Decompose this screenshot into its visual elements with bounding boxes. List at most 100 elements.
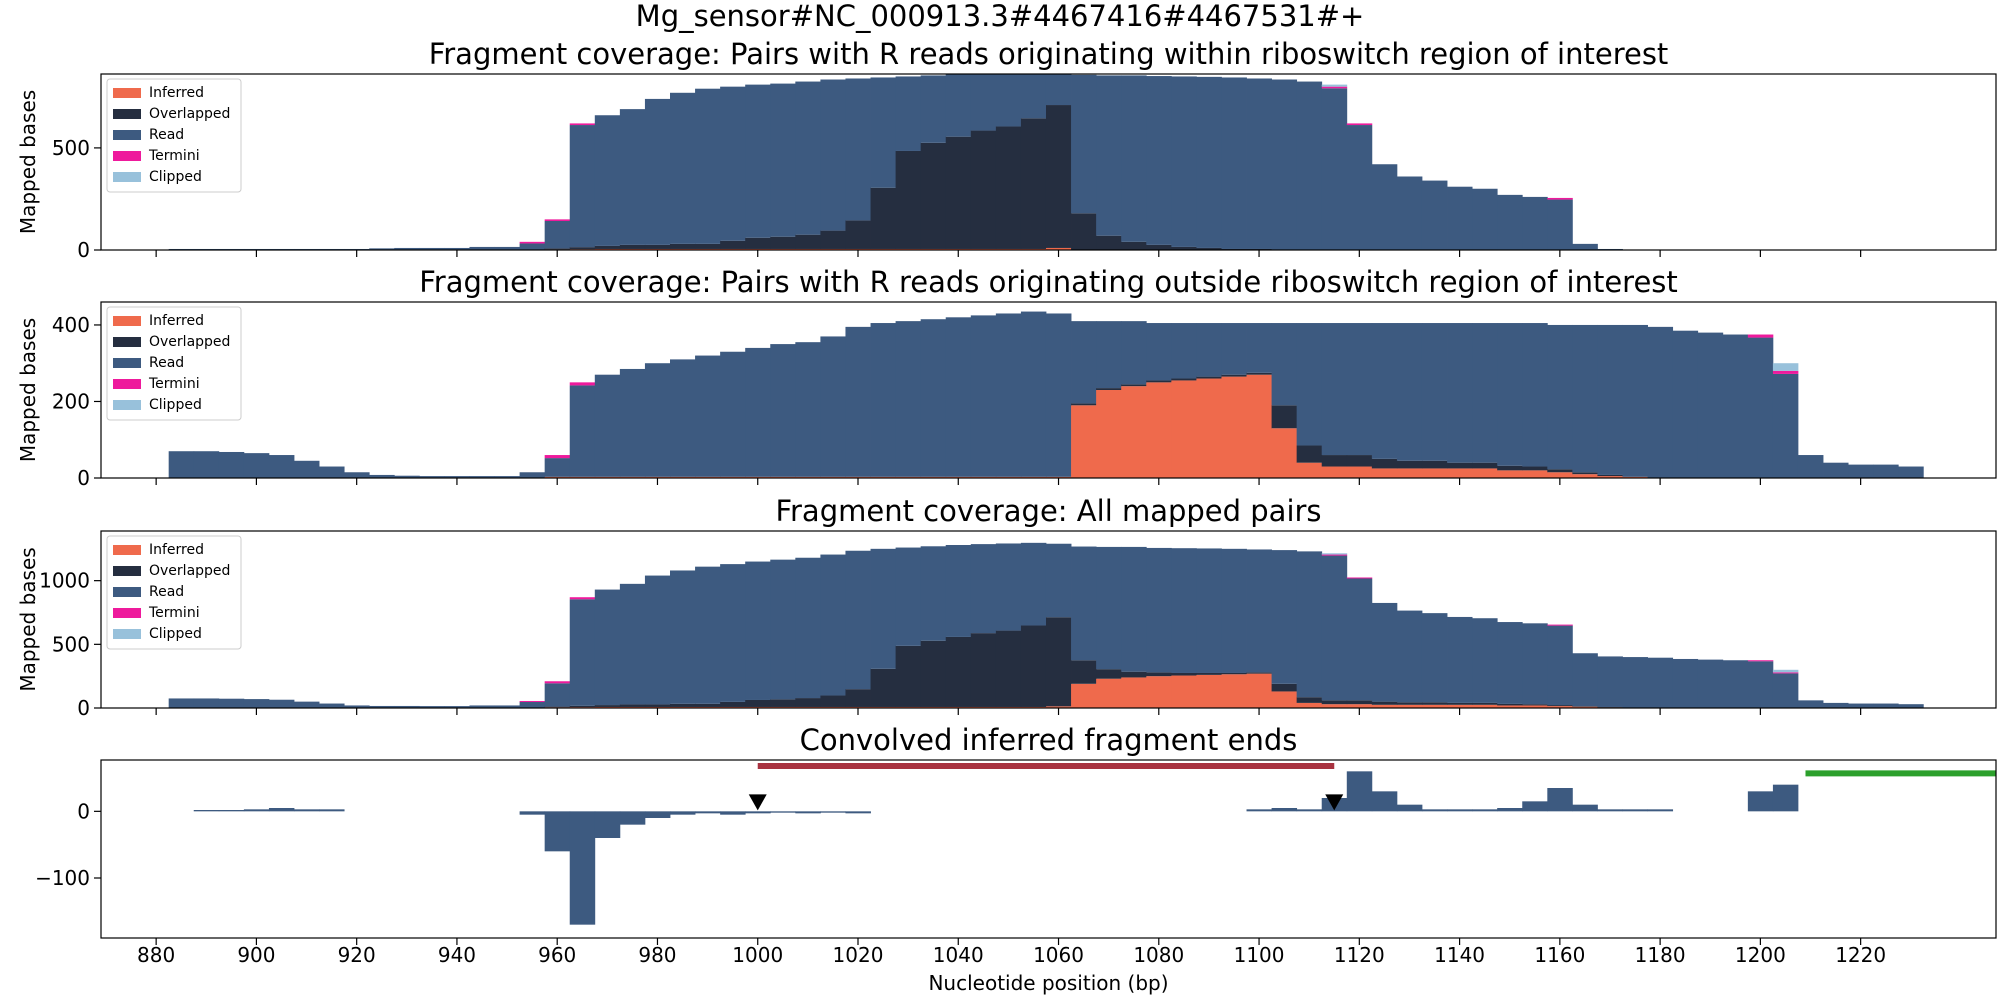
bar-segment: [1296, 445, 1323, 463]
bar-segment: [1547, 469, 1573, 473]
bar-segment: [319, 703, 345, 708]
bar: [1497, 808, 1523, 812]
bar-segment: [594, 115, 621, 246]
bar-segment: [845, 220, 871, 249]
bar-segment: [519, 472, 546, 478]
bar-segment: [1096, 678, 1122, 708]
bar-segment: [1221, 548, 1247, 673]
bar-segment: [845, 78, 871, 221]
legend-swatch: [113, 130, 141, 140]
bar-segment: [845, 326, 871, 477]
bar-segment: [720, 564, 746, 702]
bar-segment: [1246, 672, 1272, 674]
bar-segment: [945, 74, 972, 137]
bar: [1747, 791, 1774, 812]
bar-segment: [895, 76, 922, 151]
bar-segment: [1096, 75, 1122, 236]
bar-segment: [1547, 197, 1573, 200]
bar-segment: [1497, 194, 1523, 250]
bar-segment: [695, 566, 721, 704]
bar-segment: [1196, 672, 1222, 675]
bar-segment: [1396, 323, 1423, 461]
bar-segment: [1321, 466, 1348, 478]
legend-swatch: [113, 151, 141, 161]
bar: [1246, 809, 1272, 812]
bar-segment: [1146, 382, 1172, 478]
bar-segment: [695, 355, 721, 477]
bar-segment: [1497, 470, 1523, 478]
bar-segment: [895, 547, 922, 646]
bar-segment: [895, 150, 922, 249]
bar-segment: [444, 476, 470, 478]
bar: [644, 811, 671, 818]
bar-segment: [1371, 468, 1398, 478]
bar-segment: [644, 704, 671, 707]
bar-segment: [1747, 660, 1774, 662]
bar-segment: [1321, 84, 1348, 87]
bar-segment: [569, 123, 596, 126]
bar-segment: [770, 699, 796, 707]
bar-segment: [544, 455, 571, 459]
x-tick-label: 1000: [732, 943, 783, 967]
x-tick-label: 1080: [1133, 943, 1184, 967]
bar-segment: [1547, 472, 1573, 478]
legend-label: Overlapped: [149, 106, 230, 122]
bar-segment: [469, 476, 495, 478]
bar-segment: [1246, 374, 1272, 478]
bar-segment: [1296, 551, 1323, 698]
bar-segment: [1096, 235, 1122, 250]
x-tick-label: 1120: [1334, 943, 1385, 967]
bar-segment: [1522, 704, 1548, 706]
bar-segment: [1020, 74, 1047, 119]
y-tick-label: 0: [77, 238, 90, 262]
axes-frame: [100, 301, 1997, 479]
bar-segment: [1321, 86, 1348, 89]
bar-segment: [1447, 702, 1473, 705]
bar-segment: [494, 246, 521, 250]
bar-segment: [995, 630, 1022, 707]
bar: [619, 811, 646, 825]
x-tick-label: 960: [538, 943, 576, 967]
plot-area: [168, 74, 1623, 250]
bar-segment: [1321, 323, 1348, 456]
bar-segment: [1321, 700, 1348, 705]
bar-segment: [1171, 548, 1197, 673]
bar-segment: [795, 342, 821, 477]
bar-segment: [1171, 323, 1197, 379]
y-tick-label: −100: [35, 866, 90, 890]
x-tick-label: 1100: [1234, 943, 1285, 967]
bar-segment: [670, 92, 696, 244]
bar-segment: [945, 636, 972, 707]
bar-segment: [670, 703, 696, 707]
bar-segment: [569, 599, 596, 706]
legend-label: Clipped: [149, 626, 202, 642]
y-tick-label: 400: [52, 313, 90, 337]
plot-area: [168, 311, 1924, 478]
bar-segment: [745, 237, 771, 249]
bar-segment: [845, 550, 871, 690]
bar: [1371, 791, 1398, 812]
bar-segment: [243, 699, 270, 708]
bar-segment: [1421, 702, 1448, 705]
bar-segment: [1848, 464, 1874, 478]
bar-segment: [1271, 683, 1298, 692]
bar-segment: [1121, 75, 1147, 242]
bar-segment: [1421, 460, 1448, 469]
bar-segment: [670, 243, 696, 249]
bar: [1522, 801, 1548, 812]
bar-segment: [519, 700, 546, 703]
x-tick-label: 1040: [933, 943, 984, 967]
bar-segment: [1522, 623, 1548, 705]
bar-segment: [1772, 363, 1799, 371]
bar-segment: [1396, 176, 1423, 250]
bar-segment: [1121, 671, 1147, 678]
bar-segment: [1497, 323, 1523, 466]
bar-segment: [294, 701, 320, 708]
bar-segment: [1472, 704, 1498, 708]
x-tick-label: 1160: [1534, 943, 1585, 967]
bar-segment: [695, 703, 721, 707]
legend-swatch: [113, 358, 141, 368]
bar-segment: [1121, 384, 1147, 387]
bar-segment: [1171, 246, 1197, 250]
bar-segment: [1447, 462, 1473, 469]
